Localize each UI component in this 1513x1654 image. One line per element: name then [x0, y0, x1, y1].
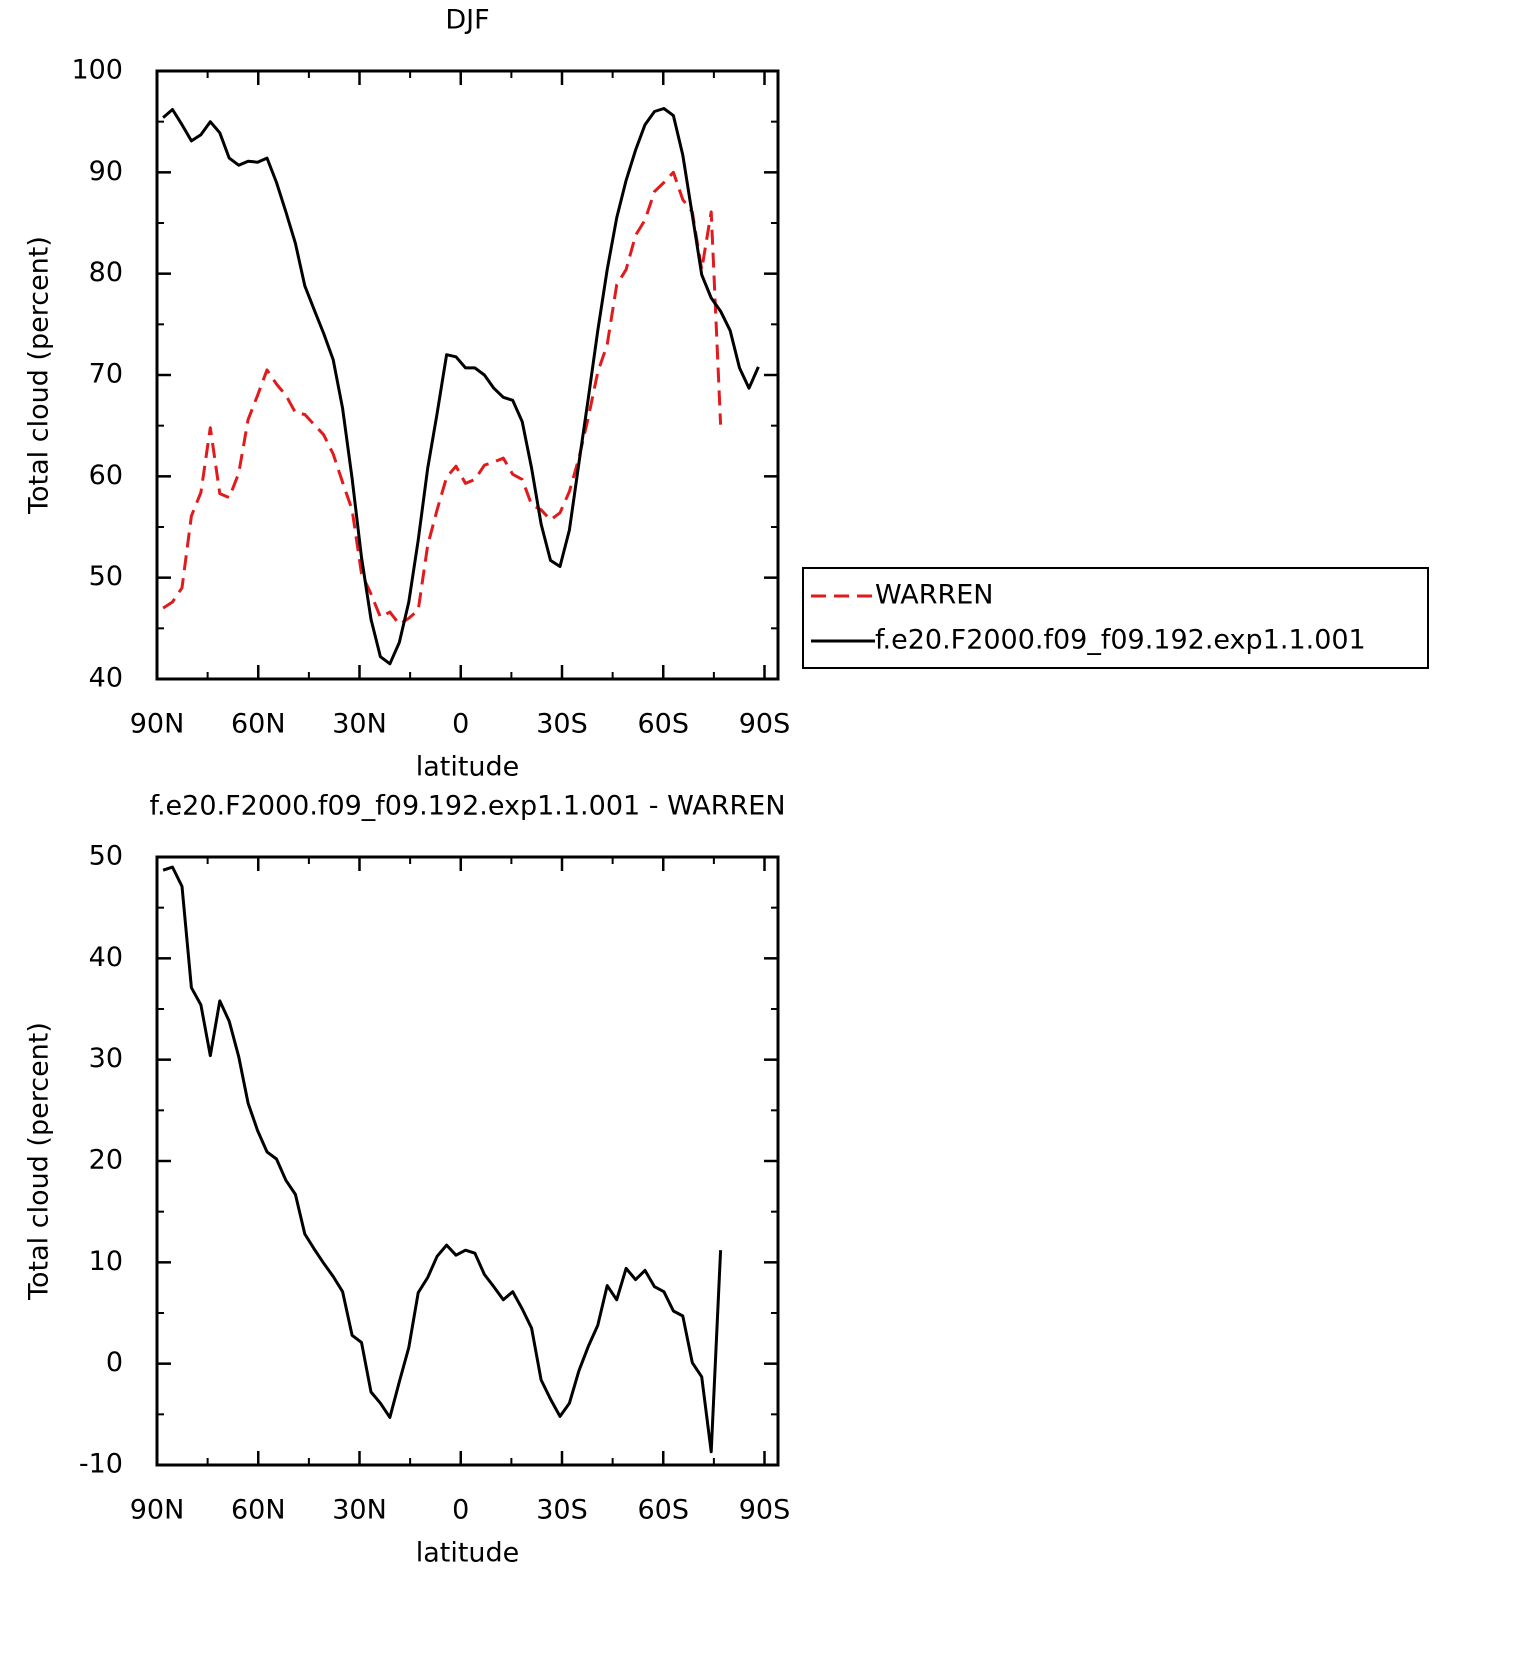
y-tick-label: 30 [89, 1043, 123, 1074]
x-tick-label: 90N [130, 1495, 185, 1526]
y-tick-label: 40 [89, 942, 123, 973]
data-line [162, 170, 723, 626]
x-axis-label: latitude [416, 752, 520, 783]
legend-box [802, 567, 1429, 669]
legend-label: f.e20.F2000.f09_f09.192.exp1.1.001 [875, 625, 1366, 656]
x-tick-label: 30S [536, 709, 588, 740]
panel: f.e20.F2000.f09_f09.192.exp1.1.001 - WAR… [24, 791, 791, 1569]
y-tick-label: 90 [89, 156, 123, 187]
x-tick-label: 0 [452, 1495, 469, 1526]
data-line [162, 865, 723, 1454]
y-tick-label: 40 [89, 663, 123, 694]
x-tick-label: 60N [231, 709, 286, 740]
x-tick-label: 30N [332, 709, 387, 740]
plot-frame [155, 855, 780, 1467]
x-tick-label: 60N [231, 1495, 286, 1526]
y-tick-label: 50 [89, 561, 123, 592]
y-tick-label: 20 [89, 1145, 123, 1176]
y-tick-label: 100 [71, 55, 123, 86]
x-tick-label: 90N [130, 709, 185, 740]
data-line [162, 107, 760, 666]
y-tick-label: 10 [89, 1246, 123, 1277]
chart-title: f.e20.F2000.f09_f09.192.exp1.1.001 - WAR… [149, 791, 785, 822]
y-tick-label: 80 [89, 257, 123, 288]
y-tick-label: 70 [89, 359, 123, 390]
x-tick-label: 60S [638, 709, 690, 740]
x-tick-label: 60S [638, 1495, 690, 1526]
legend-label: WARREN [875, 580, 993, 611]
y-tick-label: -10 [79, 1449, 123, 1480]
x-tick-label: 90S [739, 1495, 791, 1526]
x-tick-label: 90S [739, 709, 791, 740]
y-axis-label: Total cloud (percent) [24, 236, 55, 515]
x-tick-label: 30N [332, 1495, 387, 1526]
plot-frame [155, 69, 780, 681]
x-tick-label: 0 [452, 709, 469, 740]
x-axis-label: latitude [416, 1538, 520, 1569]
panel: DJF latitude Total cloud (percent) 40 50 60 70… [24, 5, 1429, 783]
y-tick-label: 0 [106, 1347, 123, 1378]
y-axis-label: Total cloud (percent) [24, 1022, 55, 1301]
chart-title: DJF [445, 5, 489, 36]
x-tick-label: 30S [536, 1495, 588, 1526]
y-tick-label: 60 [89, 460, 123, 491]
y-tick-label: 50 [89, 841, 123, 872]
